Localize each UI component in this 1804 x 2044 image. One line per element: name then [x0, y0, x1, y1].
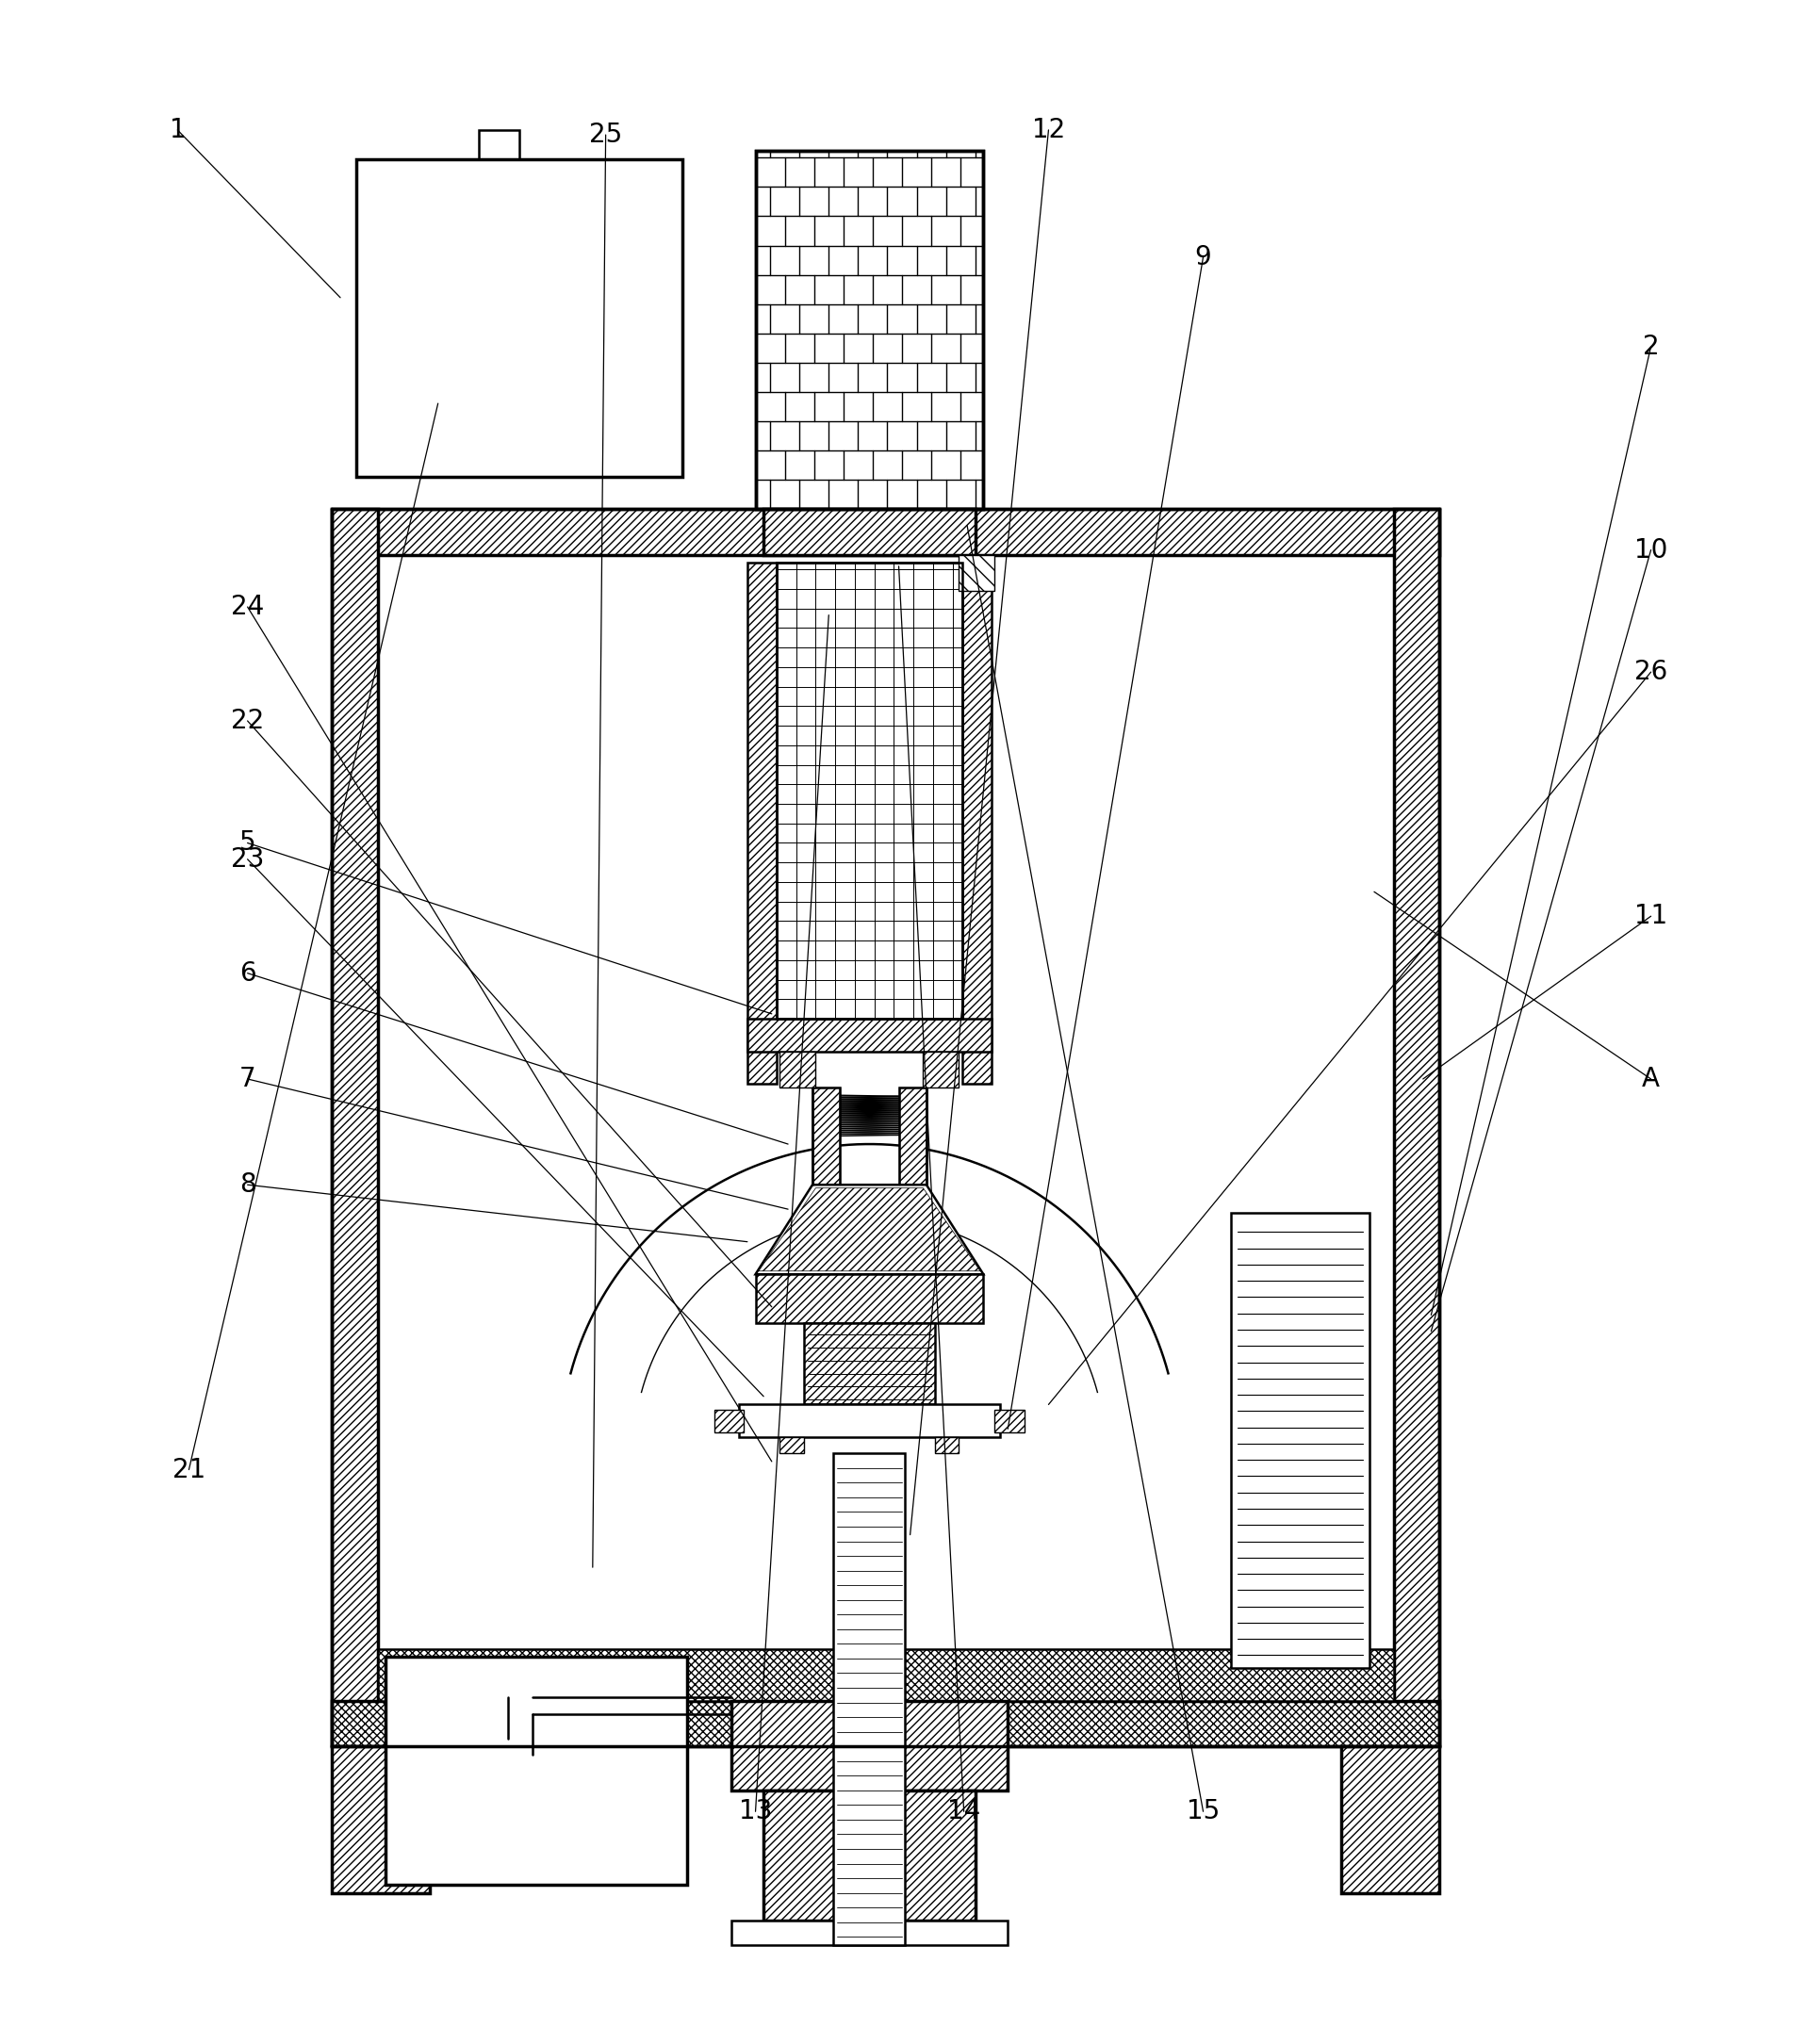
Bar	[731, 1921, 1008, 1946]
Text: 14: 14	[947, 1799, 981, 1825]
Bar	[357, 159, 682, 476]
Text: 26: 26	[1634, 658, 1667, 685]
Polygon shape	[747, 1018, 992, 1051]
Bar	[934, 1437, 960, 1453]
Bar	[756, 151, 983, 509]
Polygon shape	[756, 1273, 983, 1322]
Text: 6: 6	[240, 961, 256, 987]
Bar	[714, 1410, 743, 1433]
Bar	[960, 554, 994, 591]
Polygon shape	[1394, 509, 1440, 1746]
Bar	[778, 562, 962, 1018]
Text: A: A	[1642, 1065, 1660, 1091]
Text: 23: 23	[231, 846, 263, 873]
Bar	[779, 1437, 805, 1453]
Text: 12: 12	[1032, 117, 1064, 143]
Polygon shape	[747, 562, 778, 1083]
Text: 10: 10	[1634, 538, 1667, 564]
Text: 7: 7	[240, 1065, 256, 1091]
Polygon shape	[377, 1650, 1394, 1701]
Bar	[1230, 1212, 1369, 1668]
Polygon shape	[731, 1701, 1008, 1791]
Polygon shape	[332, 509, 1440, 554]
Polygon shape	[812, 1087, 841, 1186]
Text: 5: 5	[240, 830, 256, 856]
Polygon shape	[1342, 1746, 1440, 1893]
Bar	[478, 131, 520, 159]
Text: 15: 15	[1187, 1799, 1220, 1825]
Bar	[763, 509, 976, 554]
Text: 9: 9	[1194, 243, 1212, 270]
Bar	[386, 1658, 687, 1885]
Bar	[994, 1410, 1025, 1433]
Text: 1: 1	[170, 117, 186, 143]
Text: 11: 11	[1634, 903, 1667, 930]
Polygon shape	[759, 1188, 980, 1271]
Text: 24: 24	[231, 593, 263, 619]
Polygon shape	[332, 509, 377, 1746]
Text: 25: 25	[590, 123, 622, 147]
Bar	[924, 1051, 960, 1087]
Bar	[740, 1404, 999, 1437]
Polygon shape	[898, 1087, 927, 1186]
Text: 21: 21	[171, 1457, 206, 1482]
Polygon shape	[756, 1186, 983, 1273]
Polygon shape	[332, 1701, 1440, 1746]
Bar	[779, 1051, 815, 1087]
Polygon shape	[962, 562, 992, 1083]
Text: 22: 22	[231, 707, 263, 734]
Bar	[805, 1322, 934, 1404]
Text: 2: 2	[1643, 333, 1660, 360]
Bar	[756, 151, 983, 509]
Polygon shape	[332, 1746, 429, 1893]
Text: 13: 13	[740, 1799, 772, 1825]
Text: 8: 8	[240, 1171, 256, 1198]
Polygon shape	[763, 1791, 976, 1921]
Bar	[833, 1453, 906, 1946]
Bar	[778, 562, 962, 1018]
